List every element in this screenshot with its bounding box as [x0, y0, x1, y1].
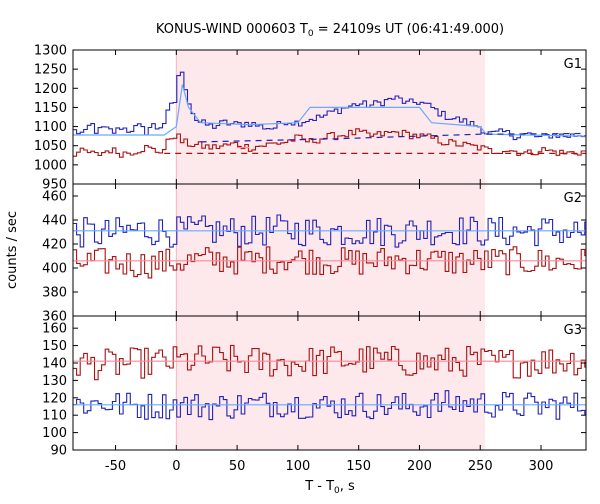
trace-G1-lower — [73, 128, 586, 158]
x-tick-label: 100 — [285, 459, 310, 474]
y-tick-label-G1: 950 — [42, 178, 67, 193]
trace-G2-upper — [73, 214, 586, 248]
x-tick-label: 50 — [229, 459, 246, 474]
trace-G3-lower — [73, 344, 586, 381]
x-tick-label: 200 — [407, 459, 432, 474]
trace-G1-upper — [73, 71, 586, 141]
y-tick-label-G1: 1050 — [34, 139, 67, 154]
chart-title: KONUS-WIND 000603 T0 = 24109s UT (06:41:… — [156, 22, 504, 39]
y-axis-label: counts / sec — [5, 211, 20, 289]
panel-frame-G3 — [72, 315, 587, 451]
y-tick-label-G1: 1300 — [34, 44, 67, 59]
y-tick-label-G3: 100 — [42, 426, 67, 441]
y-tick-label-G3: 140 — [42, 356, 67, 371]
highlight-interval — [176, 50, 486, 450]
y-tick-label-G1: 1250 — [34, 63, 67, 78]
panel-label-G2: G2 — [564, 191, 582, 206]
y-tick-label-G2: 380 — [42, 286, 67, 301]
y-tick-label-G2: 360 — [42, 310, 67, 325]
trace-G2-lower — [73, 246, 586, 279]
panel-G2 — [73, 214, 586, 279]
y-tick-label-G3: 130 — [42, 374, 67, 389]
fit-G1-upper-0 — [73, 84, 586, 137]
x-tick-label: 250 — [468, 459, 493, 474]
y-tick-label-G1: 1000 — [34, 158, 67, 173]
panel-label-G3: G3 — [564, 323, 582, 338]
y-tick-label-G3: 120 — [42, 391, 67, 406]
fit-G1-upper-1 — [200, 132, 586, 143]
panel-G3 — [73, 344, 586, 421]
x-tick-label: -50 — [105, 459, 126, 474]
panel-G1 — [73, 71, 586, 158]
y-tick-label-G3: 150 — [42, 339, 67, 354]
panel-label-G1: G1 — [564, 57, 582, 72]
y-tick-label-G1: 1100 — [34, 120, 67, 135]
y-tick-label-G2: 440 — [42, 214, 67, 229]
y-tick-label-G1: 1150 — [34, 101, 67, 116]
y-tick-label-G2: 400 — [42, 262, 67, 277]
y-tick-label-G2: 420 — [42, 238, 67, 253]
y-tick-label-G3: 110 — [42, 409, 67, 424]
x-tick-label: 0 — [172, 459, 180, 474]
x-tick-label: 300 — [529, 459, 554, 474]
x-tick-label: 150 — [346, 459, 371, 474]
x-axis-label: T - T0, s — [304, 479, 355, 496]
y-tick-label-G2: 460 — [42, 190, 67, 205]
y-tick-label-G3: 90 — [50, 444, 67, 459]
y-tick-label-G3: 160 — [42, 322, 67, 337]
y-tick-label-G1: 1200 — [34, 82, 67, 97]
